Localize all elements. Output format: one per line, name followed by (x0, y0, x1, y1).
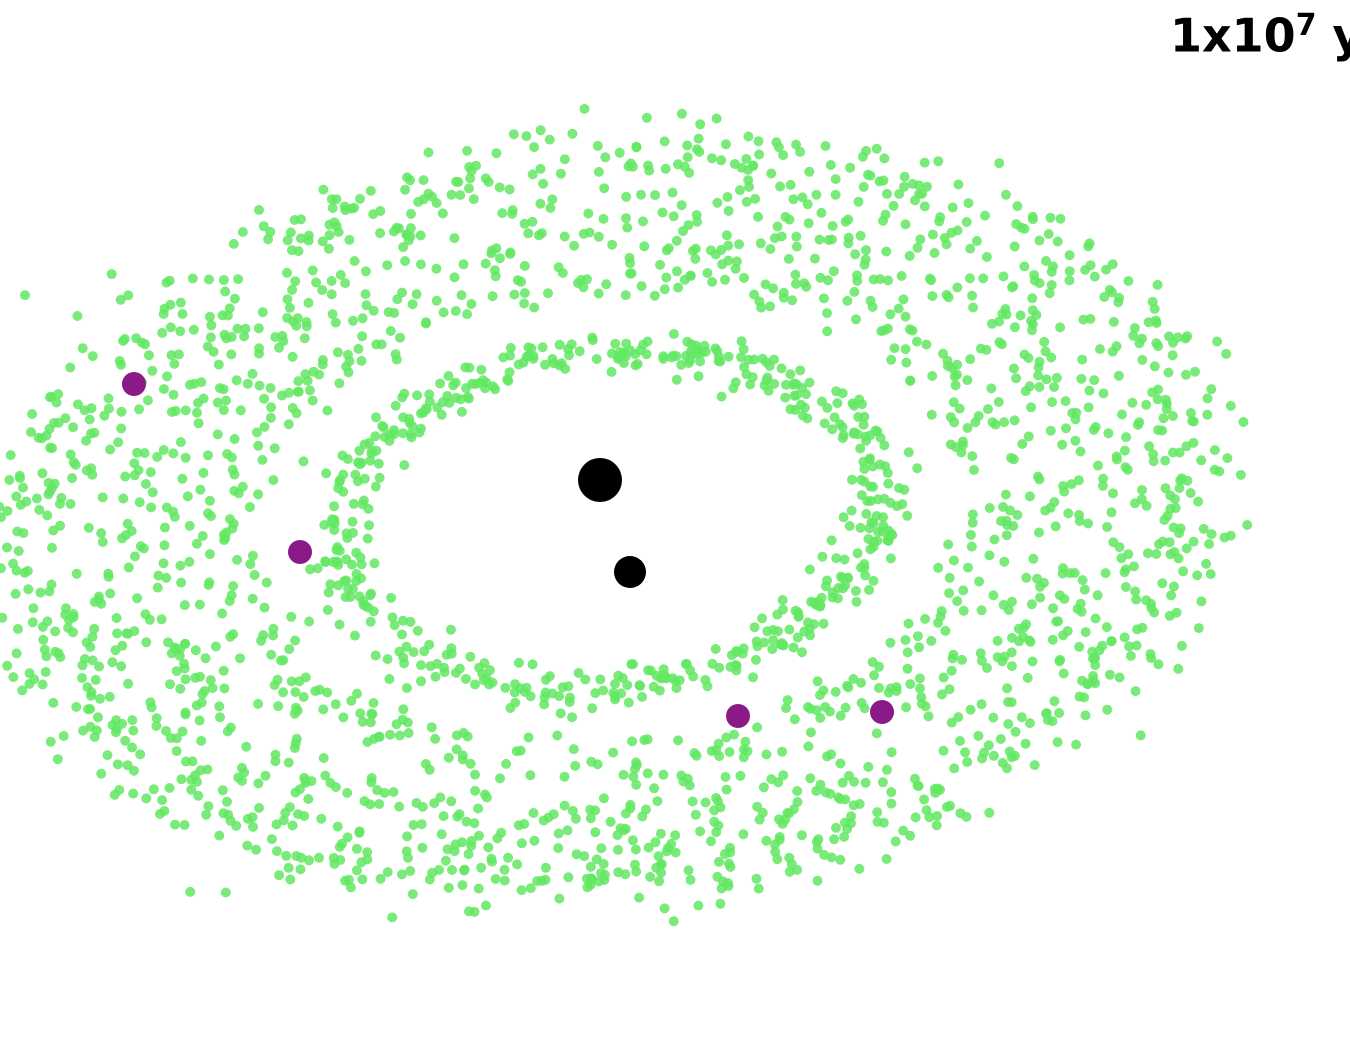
scatter-plot (0, 0, 1350, 1046)
planet-marker (122, 372, 146, 396)
debris-particles (0, 104, 1252, 926)
central-body (614, 556, 646, 588)
figure-container: 1x107 yr (0, 0, 1350, 1046)
planet-marker (726, 704, 750, 728)
planet-marker (870, 700, 894, 724)
central-body (578, 458, 622, 502)
planets (122, 372, 894, 728)
planet-marker (288, 540, 312, 564)
central-bodies (578, 458, 646, 588)
